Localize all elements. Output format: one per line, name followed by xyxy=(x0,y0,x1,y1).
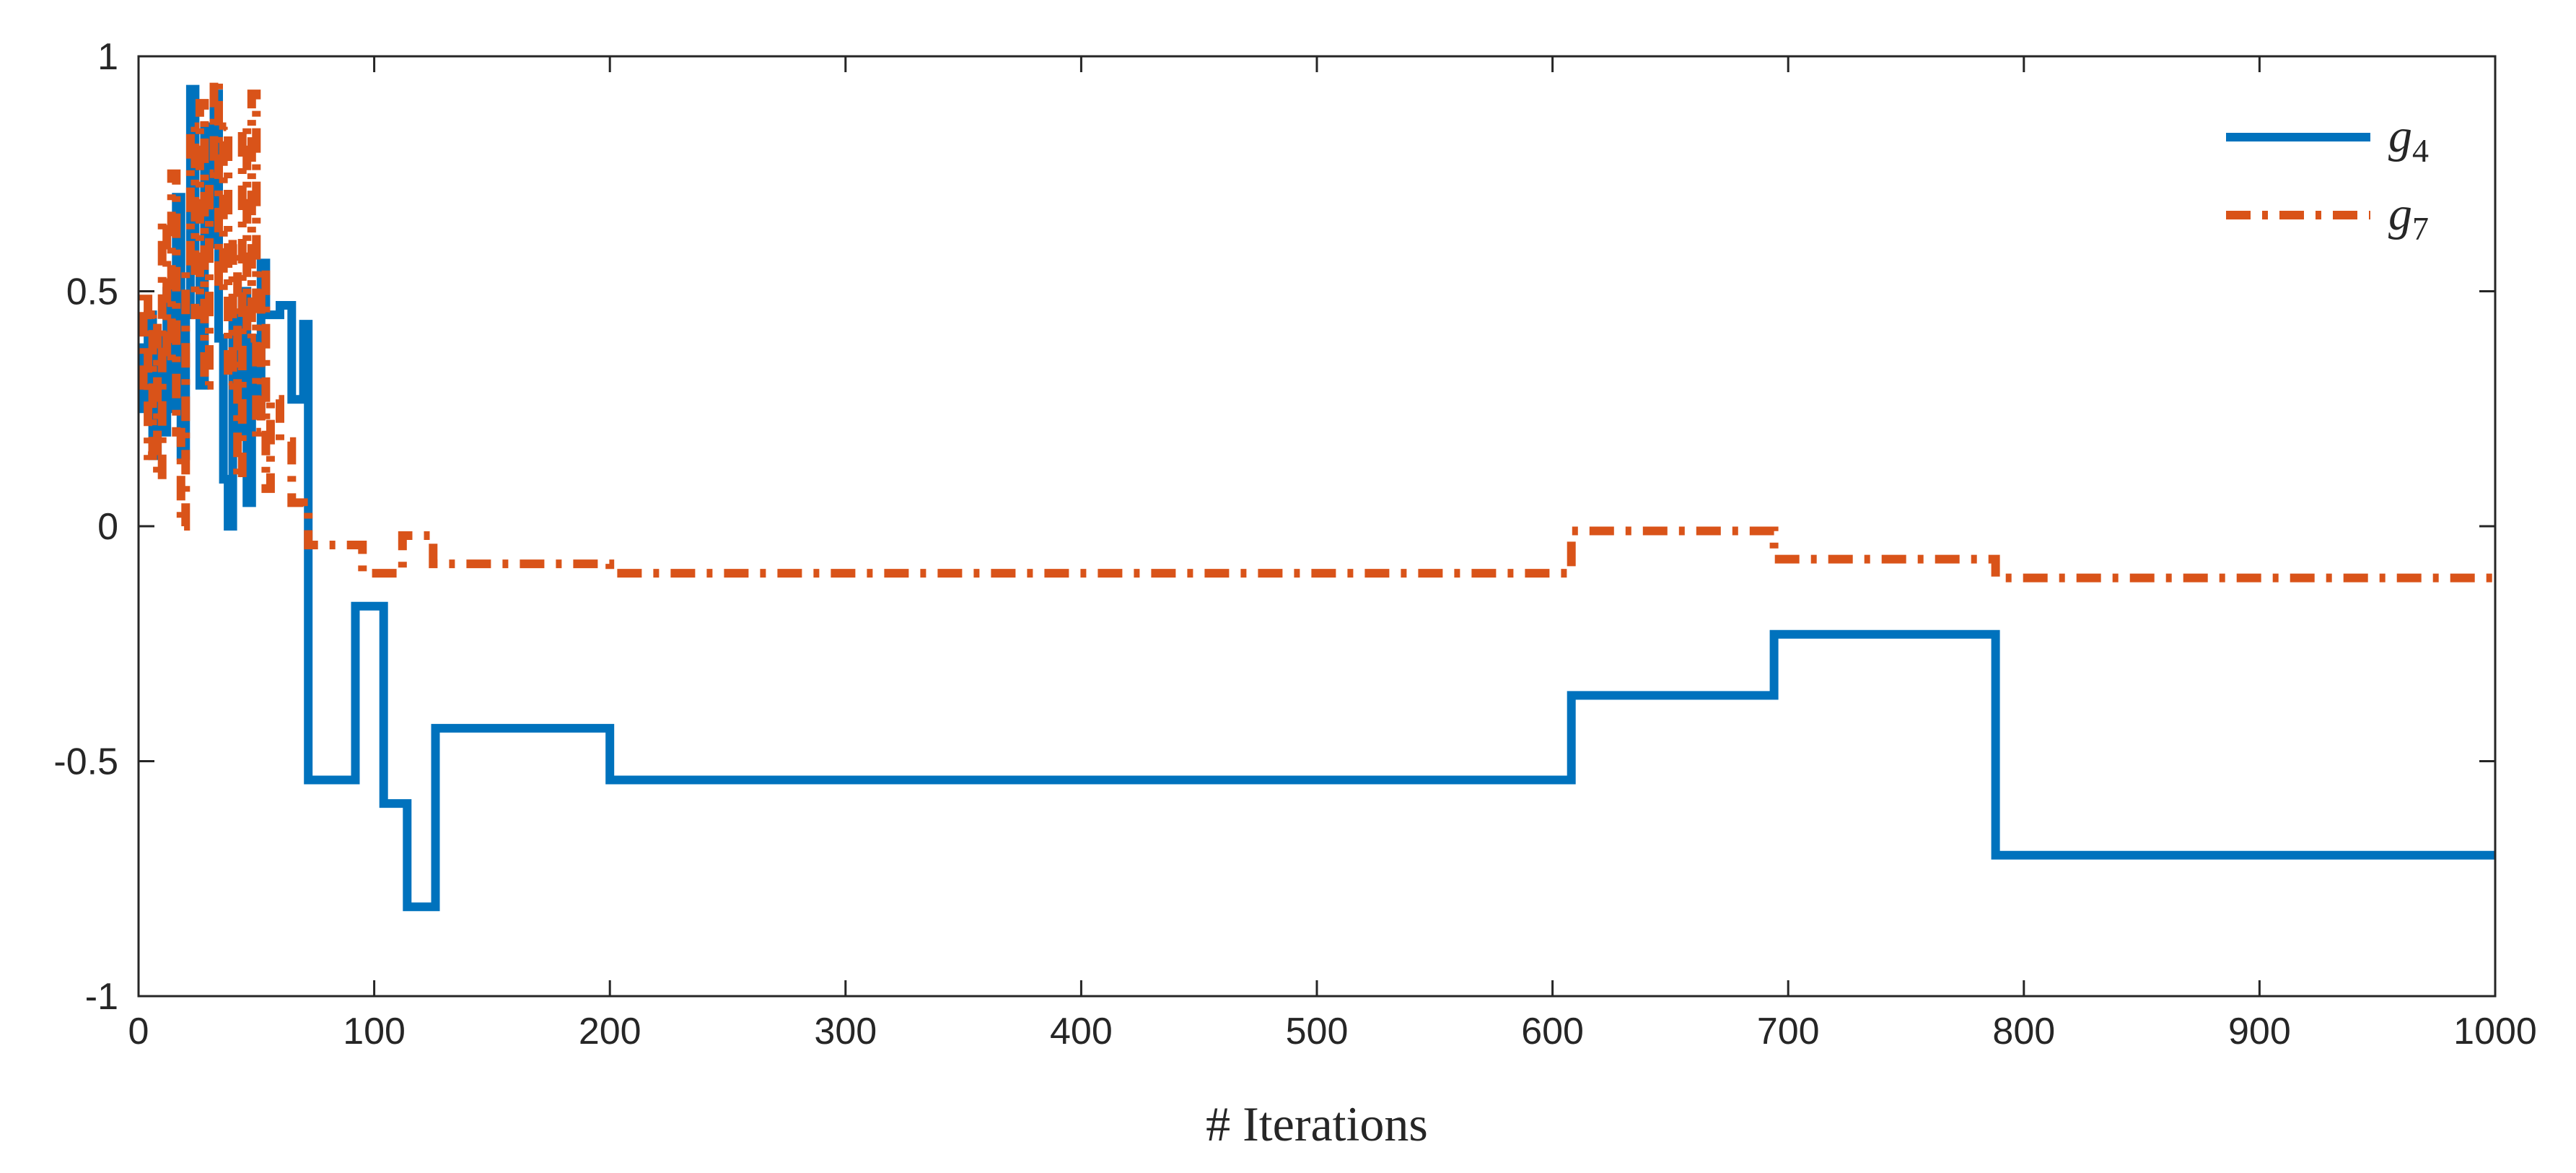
x-tick-label: 900 xyxy=(2228,1011,2291,1052)
y-tick-label: 0.5 xyxy=(66,271,118,313)
x-tick-label: 300 xyxy=(814,1011,877,1052)
x-tick-label: 200 xyxy=(579,1011,641,1052)
series-line-g7 xyxy=(139,75,2495,583)
x-tick-label: 400 xyxy=(1050,1011,1113,1052)
axis-ticks xyxy=(137,55,2497,998)
x-tick-label: 100 xyxy=(343,1011,406,1052)
legend-label-base: g xyxy=(2388,188,2412,240)
x-tick-label: 0 xyxy=(128,1011,149,1052)
series-line-g4 xyxy=(139,84,2495,912)
x-tick-label: 800 xyxy=(1992,1011,2055,1052)
legend-label-base: g xyxy=(2388,110,2412,162)
y-tick-label: 0 xyxy=(97,506,118,548)
x-tick-label: 500 xyxy=(1286,1011,1349,1052)
legend-label-g7: g7 xyxy=(2388,188,2429,247)
x-tick-label: 600 xyxy=(1521,1011,1584,1052)
x-axis-title: # Iterations xyxy=(1206,1096,1428,1151)
legend-label-g4: g4 xyxy=(2388,110,2429,169)
legend-label-subscript: 4 xyxy=(2412,132,2429,169)
y-tick-label: -0.5 xyxy=(53,741,118,783)
x-tick-label: 1000 xyxy=(2453,1011,2537,1052)
x-tick-label: 700 xyxy=(1757,1011,1820,1052)
axis-tick-labels: 0 100 200 300 400 500 600 700 800 900 1000 -1 -0.5 0 0… xyxy=(53,36,2536,1052)
y-tick-label: 1 xyxy=(97,36,118,78)
legend-label-subscript: 7 xyxy=(2412,210,2429,247)
series-lines xyxy=(139,75,2495,912)
y-tick-label: -1 xyxy=(85,976,118,1018)
